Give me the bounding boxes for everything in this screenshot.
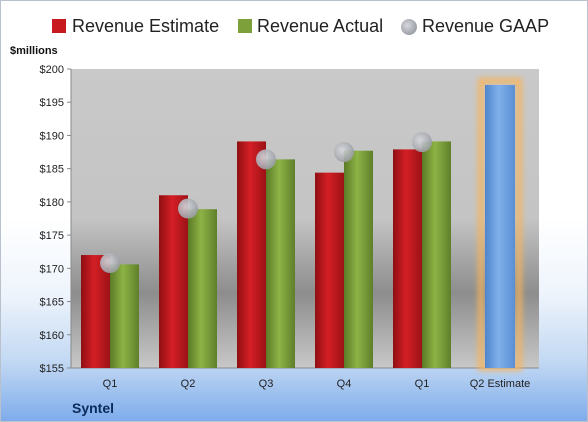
- bar-group: [81, 77, 522, 372]
- legend-item-revenue-actual: Revenue Actual: [238, 16, 383, 36]
- legend-swatch-revenue-estimate: [52, 19, 66, 33]
- bar-forecast-estimate: [485, 84, 515, 369]
- bar-revenue-estimate: [315, 172, 344, 368]
- y-tick-label: $195: [40, 97, 64, 109]
- legend-label-revenue-gaap: Revenue GAAP: [422, 16, 549, 36]
- plot-area: [71, 69, 539, 368]
- y-unit-label: $millions: [10, 45, 58, 57]
- legend-item-revenue-gaap: Revenue GAAP: [401, 16, 549, 36]
- x-axis: Q1 Q2 Q3 Q4 Q1 Q2 Estimate: [71, 367, 539, 390]
- x-tick-label: Q2 Estimate: [470, 378, 531, 390]
- marker-revenue-gaap: [334, 142, 354, 163]
- legend-label-revenue-actual: Revenue Actual: [257, 16, 383, 36]
- y-tick-label: $200: [40, 64, 64, 76]
- y-tick-label: $190: [40, 130, 64, 142]
- bar-revenue-estimate: [393, 149, 422, 368]
- marker-revenue-gaap: [178, 198, 198, 219]
- y-tick-label: $180: [40, 197, 64, 209]
- bar-revenue-actual: [110, 264, 139, 368]
- x-tick-label: Q1: [415, 378, 430, 390]
- y-tick-label: $155: [40, 363, 64, 375]
- bar-revenue-actual: [422, 141, 451, 368]
- bar-revenue-estimate: [237, 141, 266, 368]
- y-tick-label: $185: [40, 164, 64, 176]
- legend-label-revenue-estimate: Revenue Estimate: [72, 16, 219, 36]
- x-tick-label: Q2: [181, 378, 196, 390]
- x-tick-label: Q3: [259, 378, 274, 390]
- gaap-marker-group: [100, 132, 432, 274]
- y-tick-label: $175: [40, 230, 64, 242]
- legend-swatch-revenue-actual: [238, 19, 252, 33]
- y-axis: $155 $160 $165 $170 $175 $180 $185 $190 $195 $200: [40, 64, 72, 375]
- legend-swatch-revenue-gaap: [401, 19, 417, 35]
- bar-revenue-actual: [266, 159, 295, 368]
- bar-revenue-actual: [188, 209, 217, 368]
- marker-revenue-gaap: [256, 149, 276, 170]
- bar-revenue-actual: [344, 150, 373, 368]
- y-tick-label: $165: [40, 297, 64, 309]
- bar-revenue-estimate: [159, 195, 188, 368]
- legend-item-revenue-estimate: Revenue Estimate: [52, 16, 219, 36]
- marker-revenue-gaap: [412, 132, 432, 153]
- x-tick-label: Q1: [103, 378, 118, 390]
- marker-revenue-gaap: [100, 253, 120, 274]
- y-tick-label: $170: [40, 263, 64, 275]
- legend: Revenue Estimate Revenue Actual Revenue …: [52, 16, 549, 36]
- x-tick-label: Q4: [337, 378, 352, 390]
- brand-label: Syntel: [72, 400, 114, 416]
- y-tick-label: $160: [40, 330, 64, 342]
- bar-revenue-estimate: [81, 255, 110, 368]
